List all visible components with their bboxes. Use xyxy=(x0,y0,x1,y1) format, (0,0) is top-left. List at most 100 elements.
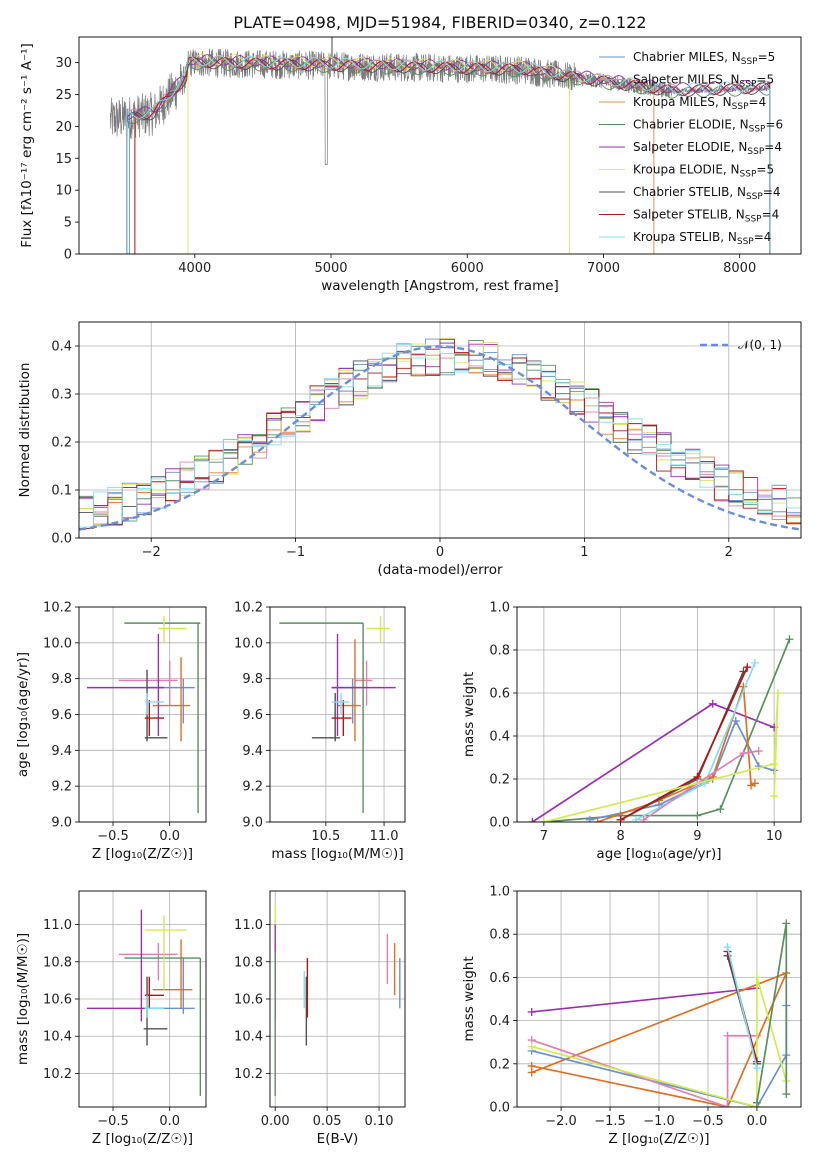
legend: Chabrier MILES, NSSP=5 Salpeter MILES, NS… xyxy=(599,50,783,247)
series-line xyxy=(643,750,759,821)
model-line xyxy=(134,56,771,254)
x-tick-label: 0.10 xyxy=(365,1114,394,1129)
data-point xyxy=(750,658,759,667)
y-tick-label: 10.0 xyxy=(234,636,263,651)
data-point xyxy=(782,919,791,928)
y-tick-label: 9.2 xyxy=(51,780,72,795)
plot-area xyxy=(86,909,202,1096)
y-tick-label: 10.2 xyxy=(43,1067,72,1082)
y-tick-label: 20 xyxy=(55,120,72,135)
x-tick-label: 0.05 xyxy=(313,1114,342,1129)
data-point xyxy=(527,1042,536,1051)
series-line xyxy=(531,1034,757,1107)
y-axis-label: mass weight xyxy=(461,672,477,757)
data-point xyxy=(739,749,748,758)
gaussian-curve xyxy=(79,345,801,531)
plot-area xyxy=(527,919,791,1107)
axes-frame xyxy=(516,890,802,1108)
y-tick-label: 0.6 xyxy=(489,971,510,986)
y-tick-label: 15 xyxy=(55,152,72,167)
x-axis-label: (data-model)/error xyxy=(377,562,503,578)
figure-title: PLATE=0498, MJD=51984, FIBERID=0340, z=0… xyxy=(233,13,646,32)
x-tick-label: 2 xyxy=(725,545,733,560)
y-tick-label: 30 xyxy=(55,56,72,71)
y-tick-label: 11.0 xyxy=(234,918,263,933)
axes-frame xyxy=(78,890,207,1108)
y-axis-label: Flux [fλ10⁻¹⁷ erg cm⁻² s⁻¹ A⁻¹] xyxy=(19,43,35,248)
x-tick-label: 8000 xyxy=(723,261,756,276)
chart-age_vs_Z: −0.5 0.0 9.0 9.2 9.4 9.6 9.8 10.0 10.2 Z [log₁₀(Z… xyxy=(15,601,207,862)
y-tick-label: 25 xyxy=(55,88,72,103)
model-line xyxy=(126,57,771,254)
plot-area xyxy=(528,635,794,822)
data-point xyxy=(770,792,779,801)
model-line xyxy=(126,59,771,254)
y-tick-label: 0.4 xyxy=(489,1014,510,1029)
histogram-series xyxy=(79,343,801,528)
x-axis-label: Z [log₁₀(Z/Z☉)] xyxy=(92,1131,193,1147)
data-point xyxy=(639,815,648,822)
y-tick-label: 10.8 xyxy=(234,955,263,970)
data-point xyxy=(616,815,625,822)
data-point xyxy=(752,1064,761,1073)
data-point xyxy=(782,1090,791,1099)
histogram-series xyxy=(79,338,801,529)
series-line xyxy=(756,923,788,1103)
y-tick-label: 10.2 xyxy=(234,601,263,616)
y-tick-label: 10.4 xyxy=(43,1030,72,1045)
y-tick-label: 9.8 xyxy=(51,672,72,687)
y-tick-label: 0.8 xyxy=(489,928,510,943)
y-tick-label: 10.4 xyxy=(234,1030,263,1045)
data-point xyxy=(723,1031,732,1040)
series-line xyxy=(531,977,788,1107)
y-tick-label: 10.8 xyxy=(43,955,72,970)
legend-entry: 𝒩(0, 1) xyxy=(738,338,782,352)
x-tick-label: −1 xyxy=(286,545,305,560)
data-point xyxy=(593,818,602,822)
y-tick-label: 10.6 xyxy=(43,993,72,1008)
y-tick-label: 0.2 xyxy=(489,773,510,788)
x-tick-label: −1.0 xyxy=(643,1114,675,1129)
x-tick-label: 7000 xyxy=(587,261,620,276)
data-point xyxy=(539,818,548,822)
y-tick-label: 9.0 xyxy=(51,816,72,831)
y-tick-label: 10.2 xyxy=(43,601,72,616)
x-tick-label: −0.5 xyxy=(692,1114,724,1129)
y-tick-label: 10.2 xyxy=(234,1067,263,1082)
y-tick-label: 0.2 xyxy=(489,1057,510,1072)
data-point xyxy=(754,762,763,771)
legend-entry: Salpeter MILES, NSSP=5 xyxy=(633,73,774,90)
data-point xyxy=(585,815,594,822)
data-point xyxy=(723,943,732,952)
y-tick-label: 11.0 xyxy=(43,918,72,933)
x-tick-label: 10 xyxy=(766,829,783,844)
series-line xyxy=(726,946,758,1069)
y-tick-label: 0.2 xyxy=(51,436,72,451)
y-tick-label: 0.0 xyxy=(489,816,510,831)
data-point xyxy=(693,811,702,820)
y-tick-label: 0.0 xyxy=(489,1101,510,1116)
data-point xyxy=(743,663,752,672)
x-tick-label: 0.0 xyxy=(747,1114,768,1129)
y-tick-label: 10.0 xyxy=(43,636,72,651)
chart-massweight_vs_Z: −2.0 −1.5 −1.0 −0.5 0.0 0.0 0.2 0.4 0.6 0.8 1.0 Z [… xyxy=(461,885,802,1147)
plot-area xyxy=(279,615,396,814)
y-tick-label: 9.6 xyxy=(51,708,72,723)
plot-area xyxy=(109,37,771,254)
x-tick-label: 4000 xyxy=(178,261,211,276)
plot-area xyxy=(79,337,801,531)
x-tick-label: 8 xyxy=(616,829,624,844)
y-axis-label: mass weight xyxy=(461,956,477,1041)
model-line xyxy=(134,55,655,254)
y-tick-label: 0.1 xyxy=(51,484,72,499)
x-tick-label: 5000 xyxy=(314,261,347,276)
x-tick-label: 11.0 xyxy=(370,829,399,844)
y-tick-label: 0.0 xyxy=(51,532,72,547)
y-tick-label: 9.0 xyxy=(242,816,263,831)
model-line xyxy=(126,54,771,254)
x-axis-label: wavelength [Angstrom, rest frame] xyxy=(321,278,559,294)
data-point xyxy=(770,759,779,768)
chart-age_vs_mass: 10.5 11.0 9.0 9.2 9.4 9.6 9.8 10.0 10.2 mass [log… xyxy=(234,601,406,862)
legend-entry: Kroupa MILES, NSSP=4 xyxy=(633,95,766,112)
